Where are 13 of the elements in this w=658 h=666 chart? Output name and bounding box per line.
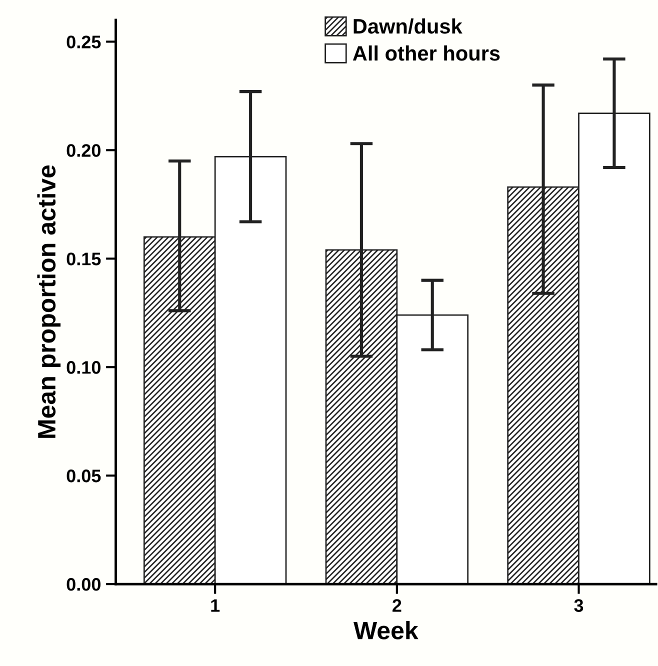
x-axis-title: Week [354,621,418,640]
x-tick-label: 3 [574,599,584,612]
y-tick-label: 0.00 [66,578,100,591]
y-tick-label: 0.25 [66,36,101,48]
y-tick-label: 0.10 [66,361,100,374]
legend-label: Dawn/dusk [354,18,462,34]
x-tick-label: 1 [211,599,220,612]
legend-label: All other hours [352,45,500,61]
y-axis-title: Mean proportion active [37,165,61,438]
y-tick-label: 0.20 [66,144,100,157]
x-tick-label: 2 [392,599,402,612]
y-tick-label: 0.05 [66,470,101,482]
y-tick-label: 0.15 [66,252,101,266]
